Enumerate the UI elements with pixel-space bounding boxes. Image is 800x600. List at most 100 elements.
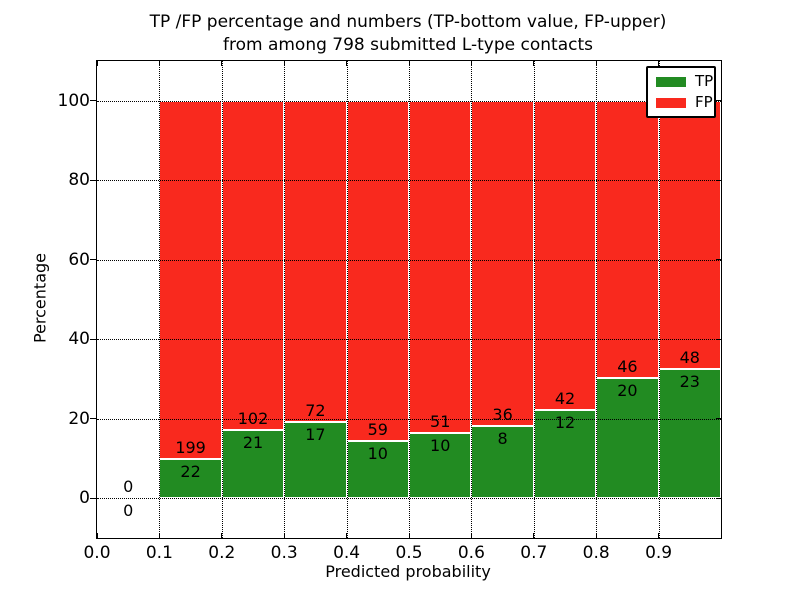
x-tick-label: 0.3: [270, 543, 298, 563]
bar-label-tp: 17: [305, 425, 326, 445]
chart-title-line2: from among 798 submitted L-type contacts: [222, 35, 593, 55]
x-gridline: [658, 61, 660, 538]
bar-segment-tp: [159, 458, 222, 499]
bar-label-fp: 48: [679, 348, 700, 368]
legend-label-fp: FP: [695, 93, 713, 111]
bar-label-fp: 72: [305, 401, 326, 421]
bar-label-tp: 22: [180, 461, 201, 481]
y-tick: [90, 179, 96, 181]
y-tick-label: 100: [57, 90, 90, 111]
x-tick: [221, 533, 223, 538]
bar-label-tp: 0: [123, 501, 134, 521]
bar-label-fp: 0: [123, 477, 134, 497]
x-tick-top: [96, 61, 98, 66]
y-tick-right: [716, 338, 721, 340]
x-gridline: [284, 61, 286, 538]
bar-label-fp: 36: [492, 404, 513, 424]
bar-label-tp: 20: [617, 380, 638, 400]
x-tick: [595, 533, 597, 538]
x-gridline: [533, 61, 535, 538]
bar-segment-fp: [658, 100, 721, 370]
y-tick-right: [716, 497, 721, 499]
x-gridline: [471, 61, 473, 538]
y-tick-label: 0: [79, 488, 90, 509]
bar-segment-tp: [596, 377, 659, 499]
x-tick-top: [470, 61, 472, 66]
x-tick: [158, 533, 160, 538]
bar-segment-tp: [471, 425, 534, 499]
x-tick-label: 0.4: [333, 543, 361, 563]
legend-swatch-tp-icon: [656, 76, 686, 87]
x-tick-top: [408, 61, 410, 66]
y-tick-label: 60: [68, 249, 90, 270]
x-tick-top: [221, 61, 223, 66]
y-tick: [90, 418, 96, 420]
bar-label-tp: 8: [497, 428, 508, 448]
legend: TP FP: [646, 66, 716, 118]
x-tick-top: [595, 61, 597, 66]
bar-segment-fp: [284, 100, 347, 423]
x-tick-label: 0.2: [208, 543, 236, 563]
x-tick-top: [346, 61, 348, 66]
bar-label-fp: 102: [237, 409, 269, 429]
x-tick-label: 0.7: [520, 543, 548, 563]
bar-segment-fp: [533, 100, 597, 410]
x-gridline: [159, 61, 161, 538]
bar-segment-fp: [596, 100, 659, 378]
y-tick: [90, 497, 96, 499]
x-tick-label: 0.6: [457, 543, 485, 563]
y-tick: [90, 100, 96, 102]
y-tick-right: [716, 259, 721, 261]
chart-title: TP /FP percentage and numbers (TP-bottom…: [96, 11, 720, 57]
y-axis-label: Percentage: [30, 252, 50, 344]
y-tick-label: 40: [68, 329, 90, 350]
x-tick: [96, 533, 98, 538]
x-tick-top: [533, 61, 535, 66]
y-tick: [90, 338, 96, 340]
y-tick-right: [716, 179, 721, 181]
x-tick-top: [158, 61, 160, 66]
x-tick-label: 0.0: [83, 543, 111, 563]
bar-segment-tp: [221, 430, 285, 499]
legend-label-tp: TP: [695, 72, 714, 90]
bar-label-tp: 23: [679, 372, 700, 392]
x-tick-top: [283, 61, 285, 66]
bar-segment-fp: [471, 100, 534, 426]
y-tick-right: [716, 418, 721, 420]
x-gridline: [409, 61, 410, 538]
y-tick-right: [716, 100, 721, 102]
x-axis-label: Predicted probability: [325, 562, 491, 581]
bar-label-fp: 42: [554, 388, 576, 408]
y-tick-label: 80: [68, 170, 90, 191]
bar-segment-tp: [346, 440, 409, 499]
x-tick: [283, 533, 285, 538]
chart-title-line1: TP /FP percentage and numbers (TP-bottom…: [149, 12, 667, 32]
bar-label-fp: 199: [175, 437, 206, 457]
y-tick-label: 20: [68, 408, 90, 429]
bar-segment-fp: [159, 100, 222, 459]
legend-entry-tp: TP: [656, 74, 713, 89]
x-tick: [408, 533, 410, 538]
x-tick: [658, 533, 660, 538]
bar-label-fp: 51: [430, 412, 451, 432]
x-tick: [533, 533, 535, 538]
x-gridline: [596, 61, 598, 538]
x-tick-label: 0.1: [145, 543, 173, 563]
bar-label-tp: 10: [430, 436, 451, 456]
x-tick: [346, 533, 348, 538]
bar-label-fp: 59: [367, 419, 388, 439]
x-tick-top: [658, 61, 660, 66]
x-tick: [470, 533, 472, 538]
bar-label-tp: 21: [242, 433, 264, 453]
bar-label-tp: 12: [554, 412, 576, 432]
bar-label-tp: 10: [367, 443, 388, 463]
bar-segment-fp: [409, 100, 472, 434]
plot-area: 0.0 0.1 0.2 0.3 0.4 0.5 0.6 0.7 0.8 0.9 0 20 40 60 80 1…: [58, 60, 722, 563]
x-gridline: [221, 61, 223, 538]
x-tick-label: 0.5: [395, 543, 423, 563]
x-tick-label: 0.8: [582, 543, 610, 563]
x-gridline: [346, 61, 348, 538]
bar-label-fp: 46: [617, 356, 638, 376]
legend-swatch-fp-icon: [656, 97, 686, 108]
